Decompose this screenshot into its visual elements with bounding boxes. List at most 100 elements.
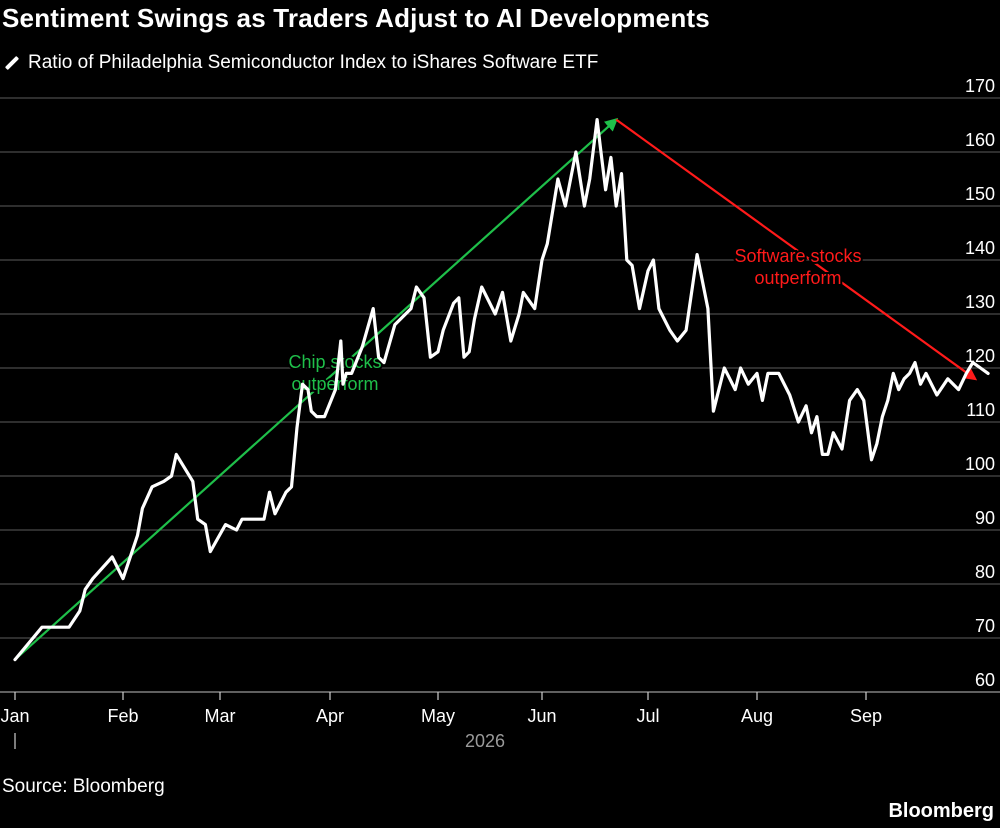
data-point: [620, 172, 623, 175]
data-point: [377, 356, 380, 359]
data-point: [340, 340, 342, 342]
x-tick-label: Jan: [0, 706, 29, 726]
data-point: [604, 189, 607, 191]
x-tick-label: Jun: [527, 706, 556, 726]
data-point: [162, 480, 165, 483]
data-point: [696, 253, 698, 256]
software-stocks-label: Software stocks: [734, 246, 861, 266]
x-tick-label: Aug: [741, 706, 773, 726]
data-point: [473, 318, 476, 321]
data-point: [92, 577, 94, 580]
data-point: [458, 297, 460, 299]
data-point: [522, 291, 525, 294]
data-point: [832, 432, 835, 434]
data-point: [463, 356, 465, 359]
data-point: [518, 313, 520, 315]
y-tick-label: 90: [975, 508, 995, 528]
x-tick-label: Jul: [636, 706, 659, 726]
data-point: [151, 486, 153, 488]
data-point: [810, 432, 813, 434]
y-tick-label: 130: [965, 292, 995, 312]
data-point: [797, 421, 800, 423]
data-point: [316, 415, 318, 418]
y-tick-label: 120: [965, 346, 995, 366]
data-point: [510, 340, 512, 342]
data-point: [274, 513, 276, 515]
y-tick-label: 170: [965, 76, 995, 96]
data-point: [575, 151, 577, 153]
green-arrow: [14, 117, 619, 661]
data-point: [848, 399, 851, 402]
data-point: [350, 372, 353, 375]
x-tick-label: May: [421, 706, 455, 726]
data-point: [685, 329, 687, 332]
data-point: [122, 577, 124, 580]
data-point: [863, 399, 865, 402]
data-point: [423, 297, 425, 299]
legend-series-label: Ratio of Philadelphia Semiconductor Inde…: [28, 52, 599, 73]
x-tick-label: Sep: [850, 706, 882, 726]
data-point: [334, 388, 337, 391]
data-point: [908, 372, 911, 375]
x-tick-label: Mar: [205, 706, 236, 726]
data-point: [494, 313, 497, 315]
data-point: [588, 178, 591, 180]
data-point: [268, 491, 271, 494]
y-tick-label: 160: [965, 130, 995, 150]
series-line: [13, 117, 990, 662]
data-point: [712, 410, 715, 413]
data-point: [442, 329, 445, 332]
source-note: Source: Bloomberg: [2, 776, 165, 797]
data-point: [14, 658, 16, 661]
data-point: [876, 442, 878, 445]
data-point: [263, 518, 265, 520]
y-tick-label: 70: [975, 616, 995, 636]
x-axis: Jan Feb Mar Apr May Jun Jul Aug Sep 2026: [0, 692, 882, 751]
data-point: [599, 145, 602, 148]
data-point: [136, 534, 139, 537]
data-point: [372, 307, 375, 310]
data-point: [827, 453, 829, 456]
data-point: [669, 329, 671, 332]
data-point: [947, 378, 949, 380]
data-point: [615, 205, 617, 207]
grid-lines: [0, 97, 1000, 693]
data-point: [761, 399, 764, 402]
data-point: [290, 486, 293, 488]
data-point: [541, 259, 543, 261]
bloomberg-logo: Bloomberg: [888, 800, 994, 822]
data-point: [892, 372, 895, 375]
data-point: [468, 351, 471, 353]
data-point: [175, 453, 178, 456]
data-point: [296, 426, 298, 429]
data-point: [816, 415, 818, 418]
data-point: [79, 610, 81, 612]
x-tick-label: Apr: [316, 706, 344, 726]
data-point: [583, 205, 586, 207]
data-point: [323, 415, 326, 418]
data-point: [209, 550, 212, 553]
data-point: [914, 361, 916, 364]
data-point: [856, 388, 859, 391]
data-point: [192, 480, 194, 483]
data-point: [979, 367, 982, 369]
y-tick-label: 110: [966, 400, 995, 420]
data-point: [452, 302, 455, 305]
y-tick-label: 100: [965, 454, 995, 474]
chart-legend: Ratio of Philadelphia Semiconductor Inde…: [4, 50, 598, 76]
data-point: [596, 118, 598, 121]
data-point: [111, 556, 113, 558]
x-tick-label: Feb: [107, 706, 138, 726]
data-point: [739, 367, 742, 369]
data-point: [631, 264, 633, 267]
data-point: [972, 361, 974, 364]
data-point: [841, 448, 843, 450]
data-point: [252, 518, 254, 520]
y-tick-label: 60: [975, 670, 995, 690]
data-point: [658, 307, 660, 310]
data-point: [415, 286, 418, 288]
data-point: [410, 307, 412, 310]
data-point: [429, 356, 432, 359]
